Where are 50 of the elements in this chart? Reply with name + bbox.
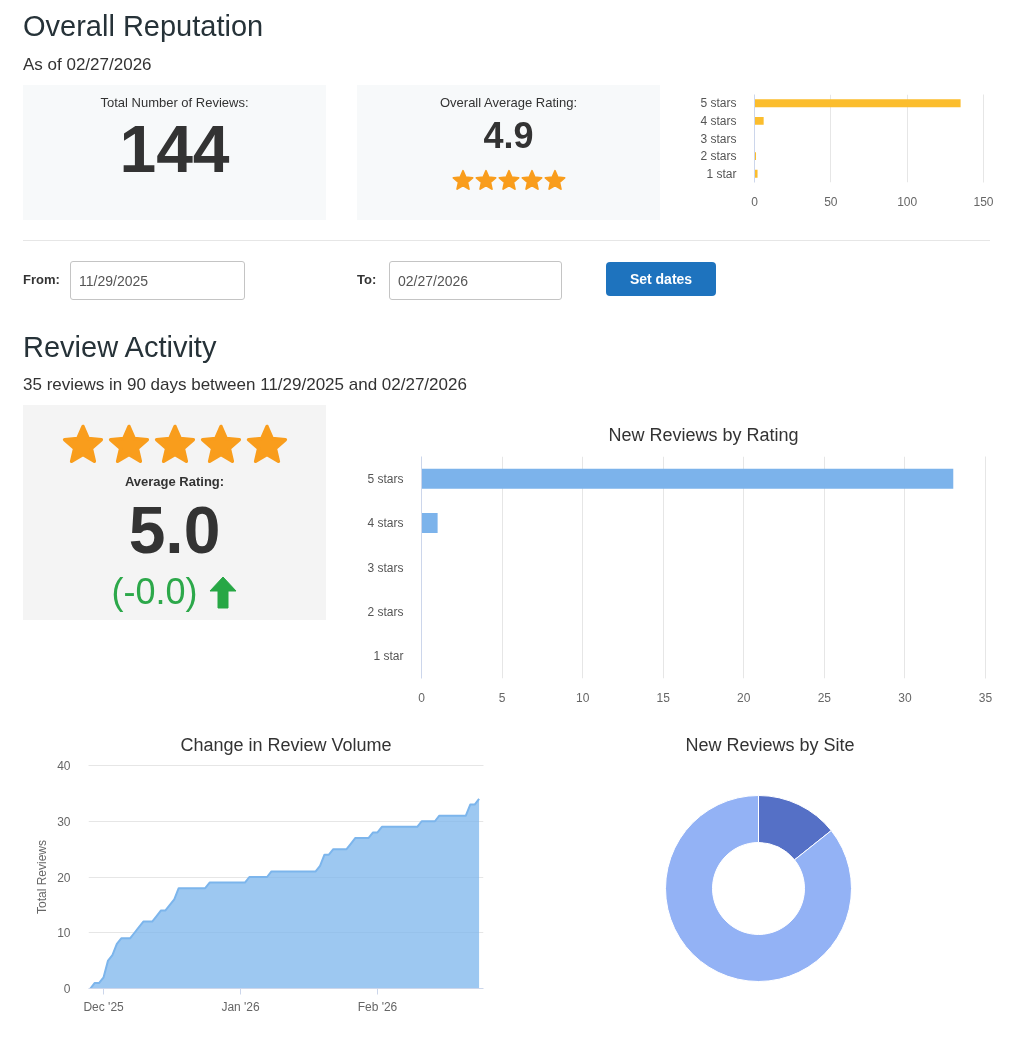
text: 144 <box>118 112 231 188</box>
x-tick-label: Jan '26 <box>221 999 261 1014</box>
x-tick-label: 25 <box>817 690 832 705</box>
x-tick-label: 35 <box>978 690 993 705</box>
x-tick-label: 10 <box>575 690 590 705</box>
y-tick-label: 2 stars <box>700 149 737 164</box>
y-tick-label: 40 <box>57 759 71 773</box>
y-tick-label: 5 stars <box>700 96 737 111</box>
x-tick-label: 5 <box>498 690 506 705</box>
y-axis-title: Total Reviews <box>35 839 50 915</box>
x-tick-label: 0 <box>751 194 759 209</box>
y-tick-label: 2 stars <box>367 604 404 619</box>
y-tick-label: 5 stars <box>367 471 404 486</box>
text: 11/29/2025 <box>70 261 245 300</box>
text: Review Activity <box>23 331 217 365</box>
y-tick-label: 3 stars <box>367 560 404 575</box>
text: To: <box>357 272 377 288</box>
y-tick-label: 4 stars <box>700 113 737 128</box>
y-tick-label: 0 <box>63 982 71 996</box>
x-tick-label: 20 <box>737 690 751 705</box>
text: 35 reviews in 90 days between 11/29/2025 and 02/27/2026 <box>23 375 467 395</box>
chart-title: Change in Review Volume <box>180 734 392 755</box>
chart-title: New Reviews by Site <box>685 734 855 755</box>
y-tick-label: 4 stars <box>367 516 404 531</box>
text: 02/27/2026 <box>389 261 562 300</box>
text: Average Rating: <box>123 474 226 490</box>
chart-title: New Reviews by Rating <box>608 424 799 445</box>
x-tick-label: 150 <box>973 194 994 209</box>
text: Overall Reputation <box>23 10 264 44</box>
x-tick-label: 100 <box>897 194 918 209</box>
text: As of 02/27/2026 <box>23 55 152 75</box>
text: (-0.0) <box>111 571 198 613</box>
text: 4.9 <box>482 115 535 157</box>
y-tick-label: 30 <box>57 814 71 829</box>
y-tick-label: 3 stars <box>700 131 737 146</box>
y-tick-label: 1 star <box>373 649 404 664</box>
x-tick-label: 0 <box>418 690 426 705</box>
x-tick-label: 50 <box>824 194 838 209</box>
text: Overall Average Rating: <box>438 95 579 111</box>
text: From: <box>23 272 60 288</box>
text: Set dates <box>606 262 716 296</box>
text: Total Number of Reviews: <box>99 95 250 111</box>
x-tick-label: Dec '25 <box>83 999 125 1014</box>
x-tick-label: 30 <box>898 690 912 705</box>
text: 5.0 <box>127 493 222 569</box>
x-tick-label: Feb '26 <box>357 999 398 1014</box>
x-tick-label: 15 <box>656 690 671 705</box>
y-tick-label: 20 <box>57 870 71 885</box>
y-tick-label: 1 star <box>706 166 737 181</box>
y-tick-label: 10 <box>57 926 71 941</box>
